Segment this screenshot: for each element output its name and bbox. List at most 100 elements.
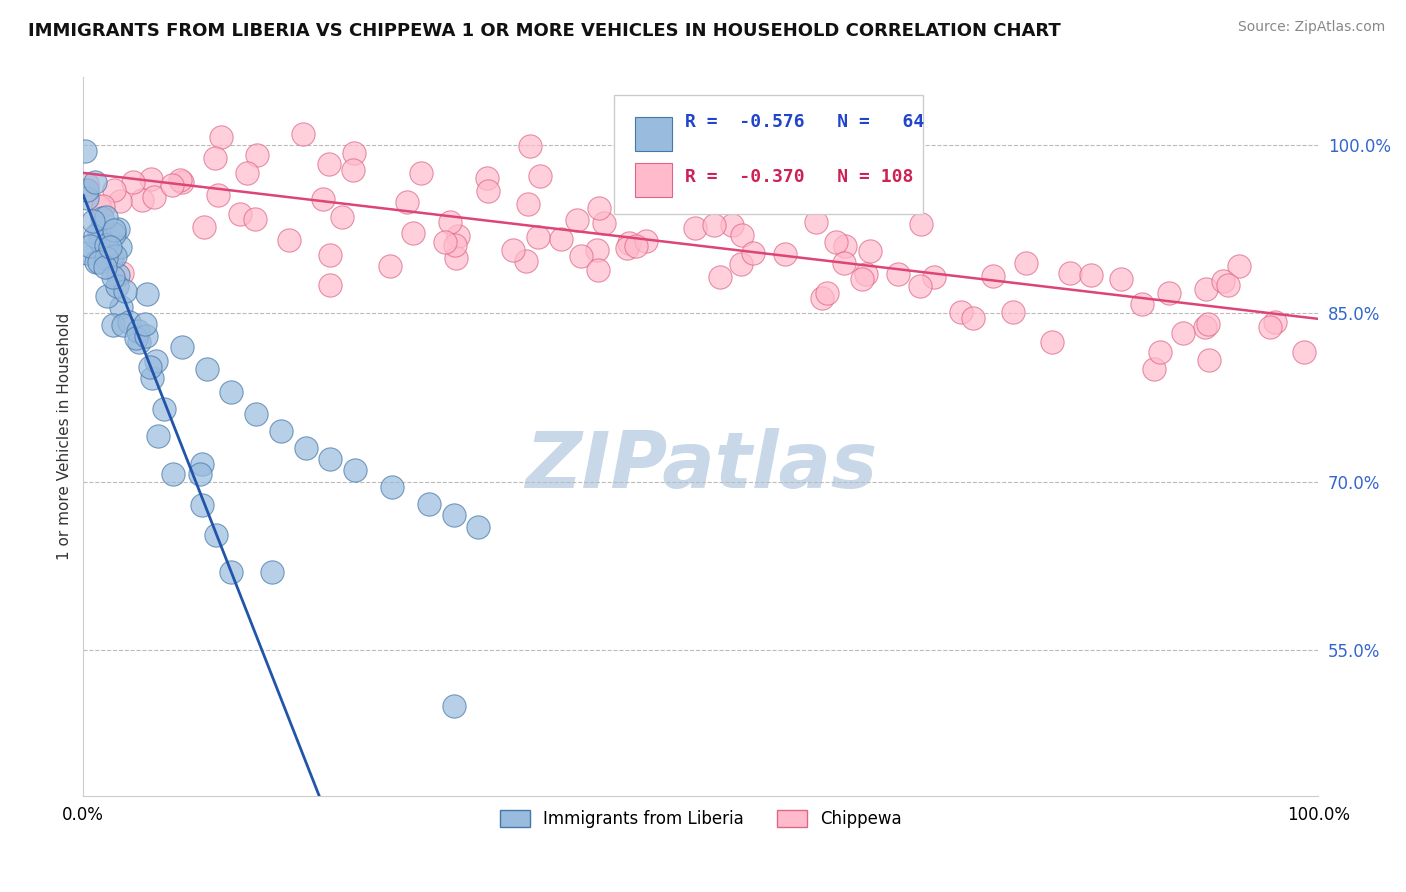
Point [565, 213, 588, 227]
Point [235, 166, 257, 180]
Point [277, 234, 299, 248]
Point [529, 169, 551, 183]
Point [683, 220, 706, 235]
Point [139, 360, 162, 375]
Point [319, 452, 342, 467]
Point [318, 157, 340, 171]
Point [527, 230, 550, 244]
Point [121, 175, 143, 189]
Point [444, 237, 467, 252]
Point [810, 291, 832, 305]
Point [169, 173, 191, 187]
Point [593, 216, 616, 230]
Point [962, 310, 984, 325]
Point [851, 272, 873, 286]
Point [246, 147, 269, 161]
Point [103, 222, 125, 236]
Point [243, 212, 266, 227]
Point [91, 199, 114, 213]
Point [1173, 326, 1195, 341]
Point [1212, 274, 1234, 288]
Bar [636, 117, 672, 152]
Point [76, 178, 98, 192]
Point [1197, 318, 1219, 332]
Point [775, 247, 797, 261]
Point [79, 239, 101, 253]
Point [342, 163, 364, 178]
Point [84, 228, 107, 243]
Point [616, 241, 638, 255]
Point [111, 266, 134, 280]
Point [135, 329, 157, 343]
Point [82, 213, 104, 227]
Point [1195, 282, 1218, 296]
Point [343, 463, 366, 477]
Point [204, 151, 226, 165]
Point [170, 175, 193, 189]
Point [447, 229, 470, 244]
Point [131, 194, 153, 208]
Point [101, 318, 124, 332]
Point [1040, 335, 1063, 350]
Point [1157, 286, 1180, 301]
Legend: Immigrants from Liberia, Chippewa: Immigrants from Liberia, Chippewa [494, 803, 908, 835]
Point [696, 166, 718, 180]
Point [245, 407, 267, 421]
Point [89, 198, 111, 212]
Point [96, 289, 118, 303]
Point [855, 267, 877, 281]
Point [683, 190, 706, 204]
Point [950, 305, 973, 319]
Point [588, 201, 610, 215]
Point [1194, 319, 1216, 334]
Text: IMMIGRANTS FROM LIBERIA VS CHIPPEWA 1 OR MORE VEHICLES IN HOUSEHOLD CORRELATION : IMMIGRANTS FROM LIBERIA VS CHIPPEWA 1 OR… [28, 22, 1062, 40]
Point [443, 508, 465, 523]
Point [221, 565, 243, 579]
Text: ZIPatlas: ZIPatlas [524, 427, 877, 503]
Point [858, 244, 880, 258]
Point [502, 243, 524, 257]
Point [152, 401, 174, 416]
Point [292, 127, 315, 141]
Point [103, 227, 125, 242]
Point [922, 270, 945, 285]
Point [409, 166, 432, 180]
Point [1260, 320, 1282, 334]
Point [439, 215, 461, 229]
Point [89, 234, 111, 248]
Point [84, 254, 107, 268]
Point [76, 183, 98, 197]
Point [330, 210, 353, 224]
Point [586, 263, 609, 277]
Point [1149, 345, 1171, 359]
Point [832, 255, 855, 269]
Point [103, 183, 125, 197]
Point [270, 424, 292, 438]
Point [742, 246, 765, 260]
Point [1198, 352, 1220, 367]
Point [94, 251, 117, 265]
Point [1109, 271, 1132, 285]
Point [172, 340, 194, 354]
Point [1080, 268, 1102, 282]
Point [110, 301, 132, 315]
Point [641, 177, 664, 191]
Point [517, 197, 540, 211]
Point [569, 249, 592, 263]
Point [910, 217, 932, 231]
Point [89, 255, 111, 269]
Point [1264, 315, 1286, 329]
Point [94, 210, 117, 224]
Point [1294, 345, 1316, 359]
Point [94, 260, 117, 274]
Point [83, 175, 105, 189]
Point [626, 239, 648, 253]
Point [1015, 256, 1038, 270]
Point [107, 222, 129, 236]
Point [318, 277, 340, 292]
Point [76, 191, 98, 205]
Point [446, 251, 468, 265]
Point [806, 215, 828, 229]
Point [515, 253, 537, 268]
Point [703, 219, 725, 233]
